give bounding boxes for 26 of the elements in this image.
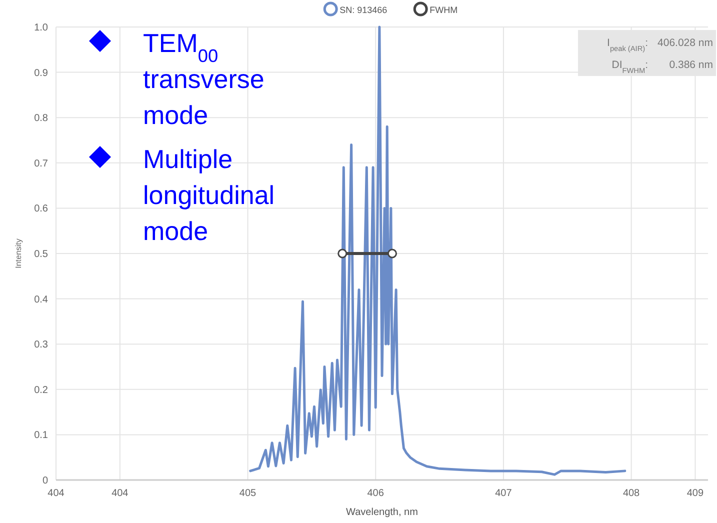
y-tick-label: 0.3 <box>34 340 48 351</box>
x-tick-label: 409 <box>686 488 704 499</box>
x-tick-label: 408 <box>622 488 640 499</box>
y-tick-label: 0.8 <box>34 113 48 124</box>
text: DI$_{FWHM}$: 0.386 nm <box>612 59 713 74</box>
y-tick-label: 0.7 <box>34 158 48 170</box>
x-tick-label: 404 <box>48 488 65 499</box>
y-tick-label: 0.9 <box>34 68 48 79</box>
legend-label: SN: 913466 <box>340 5 388 15</box>
annotation: Multiple longitudinal mode <box>143 144 275 246</box>
y-tick-label: 1.0 <box>34 22 48 34</box>
y-tick-label: 0 <box>42 476 48 486</box>
y-axis-title: Intensity <box>14 238 23 268</box>
y-tick-label: 0.6 <box>34 204 48 215</box>
y-tick-label: 0.5 <box>34 249 48 260</box>
x-axis-title: Wavelength, nm <box>346 507 418 518</box>
y-tick-label: 0.2 <box>34 384 48 396</box>
annotation: TEM$_{00}$ transverse mode <box>143 28 264 130</box>
y-tick-label: 0.1 <box>34 430 48 442</box>
x-tick-label: 407 <box>495 488 512 499</box>
x-tick-label: 405 <box>239 488 257 499</box>
x-tick-label: 406 <box>367 488 384 499</box>
y-tick-label: 0.4 <box>34 294 48 306</box>
annotation: I$_{peak (AIR)}$: 406.028 nm <box>607 37 714 52</box>
x-tick-label: 404 <box>112 488 129 499</box>
legend-label: FWHM <box>430 5 458 15</box>
